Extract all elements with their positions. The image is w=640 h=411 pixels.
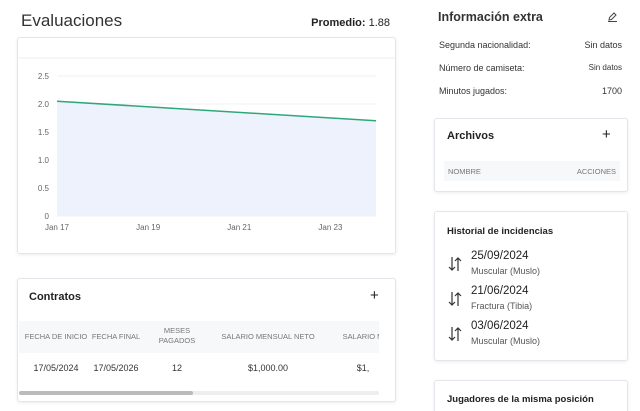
info-value: 1700 <box>601 86 622 96</box>
info-value: Sin datos <box>588 63 622 72</box>
incident-detail: Muscular (Muslo) <box>471 336 541 346</box>
files-card: Archivos + NOMBRE ACCIONES <box>434 118 628 192</box>
incident-date: 03/06/2024 <box>471 320 529 332</box>
column-header: FECHA DE INICIO <box>24 332 88 341</box>
table-cell: $1,000.00 <box>247 363 289 373</box>
table: FECHA DE INICIO FECHA FINAL MESES PAGADOS S… <box>19 321 379 389</box>
sort-icon <box>448 326 462 347</box>
column-header: ACCIONES <box>576 167 616 176</box>
section-title: Información extra <box>438 10 543 24</box>
table-cell: 12 <box>171 363 182 373</box>
y-tick-label: 0.5 <box>38 184 50 193</box>
icon <box>448 292 462 306</box>
table-header <box>19 321 379 353</box>
chart: 0 0.5 1.0 1.5 2.0 2.5 Jan 17 Jan 19 Jan 21 Jan 23 <box>18 57 395 232</box>
column-header: FECHA FINAL <box>91 332 141 341</box>
add-button[interactable]: + <box>602 126 611 143</box>
section-title: Evaluaciones <box>21 11 123 30</box>
card-title: Archivos <box>447 130 495 142</box>
scroll-thumb[interactable] <box>19 391 193 395</box>
y-tick-label: 0 <box>45 212 50 221</box>
area <box>57 101 376 216</box>
x-tick-label: Jan 19 <box>136 223 161 232</box>
y-tick-label: 2.5 <box>38 72 50 81</box>
icon <box>448 257 462 271</box>
y-tick-label: 1.5 <box>38 128 50 137</box>
sort-icon <box>448 291 462 312</box>
contracts-card: Contratos + FECHA DE INICIO FECHA FINAL ME… <box>17 278 396 402</box>
y-tick-label: 2.0 <box>38 100 50 109</box>
table-cell: 17/05/2026 <box>93 363 139 373</box>
chart-card: 0 0.5 1.0 1.5 2.0 2.5 Jan 17 Jan 19 Jan 21 Jan 23 <box>17 37 396 254</box>
info-value: Sin datos <box>584 40 622 50</box>
card-title: Historial de incidencias <box>447 226 554 237</box>
info-label: Minutos jugados: <box>439 86 508 96</box>
line <box>56 100 377 122</box>
table-cell: $1, <box>356 363 370 373</box>
incident-date: 25/09/2024 <box>471 250 529 262</box>
column-header: SALARIO MENSUAL NETO <box>221 332 315 341</box>
info-label: Número de camiseta: <box>439 63 525 73</box>
average: Promedio: 1.88 <box>311 17 390 29</box>
x-tick-label: Jan 21 <box>227 223 252 232</box>
table-header: NOMBRE ACCIONES <box>444 161 620 181</box>
column-header: NOMBRE <box>448 167 481 176</box>
add-button[interactable]: + <box>370 287 379 304</box>
incident-date: 21/06/2024 <box>471 285 529 297</box>
column-header: SALARIO M <box>342 332 379 341</box>
info-label: Segunda nacionalidad: <box>439 40 531 50</box>
edit-icon[interactable] <box>607 11 618 22</box>
card-title: Contratos <box>29 291 81 303</box>
sort-icon <box>448 256 462 277</box>
x-tick-label: Jan 23 <box>318 223 343 232</box>
same-position-card: Jugadores de la misma posición <box>434 380 628 411</box>
card-title: Jugadores de la misma posición <box>447 394 594 405</box>
x-tick-label: Jan 17 <box>45 223 70 232</box>
average-value: 1.88 <box>368 17 390 29</box>
average-label: Promedio: <box>311 17 366 29</box>
incidents-card: Historial de incidencias 25/09/2024 Muscu… <box>434 211 628 361</box>
scrollbar <box>19 391 379 395</box>
incident-detail: Fractura (Tibia) <box>471 301 533 311</box>
incident-detail: Muscular (Muslo) <box>471 266 541 276</box>
table-cell: 17/05/2024 <box>33 363 79 373</box>
column-header: MESES PAGADOS <box>158 326 196 345</box>
y-tick-label: 1.0 <box>38 156 50 165</box>
icon <box>448 327 462 341</box>
